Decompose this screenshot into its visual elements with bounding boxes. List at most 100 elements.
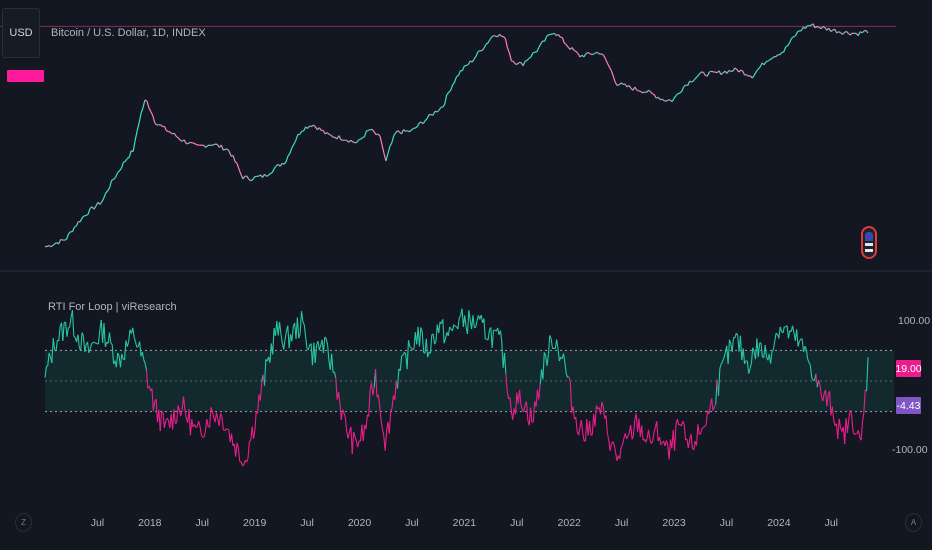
price-segment xyxy=(832,28,835,31)
oscillator-segment xyxy=(317,341,320,351)
oscillator-segment xyxy=(263,359,267,386)
price-segment xyxy=(453,76,458,83)
oscillator-segment xyxy=(811,377,814,381)
price-segment xyxy=(58,239,62,245)
currency-button[interactable]: USD xyxy=(2,8,40,58)
oscillator-segment xyxy=(88,348,91,354)
price-segment xyxy=(338,135,342,141)
price-segment xyxy=(452,81,456,86)
oscillator-segment xyxy=(705,410,709,426)
oscillator-segment xyxy=(778,326,781,339)
price-segment xyxy=(557,34,561,38)
oscillator-segment xyxy=(318,345,322,351)
price-segment xyxy=(377,133,381,137)
oscillator-segment xyxy=(606,433,610,441)
price-segment xyxy=(434,110,438,113)
price-segment xyxy=(381,144,385,154)
oscillator-segment xyxy=(384,431,388,451)
oscillator-segment xyxy=(111,344,115,364)
oscillator-segment xyxy=(612,441,615,446)
oscillator-segment xyxy=(564,362,567,374)
oscillator-segment xyxy=(225,428,228,431)
oscillator-segment xyxy=(126,341,130,347)
price-segment xyxy=(285,155,289,163)
price-segment xyxy=(87,208,91,215)
price-segment xyxy=(800,26,804,31)
oscillator-segment xyxy=(407,340,411,347)
oscillator-segment xyxy=(44,366,47,378)
oscillator-segment xyxy=(720,361,724,365)
price-segment xyxy=(755,68,759,72)
oscillator-segment xyxy=(132,327,135,338)
oscillator-segment xyxy=(399,355,403,371)
oscillator-segment xyxy=(139,341,142,357)
oscillator-segment xyxy=(86,341,90,354)
price-segment xyxy=(791,36,794,39)
oscillator-segment xyxy=(108,332,112,344)
oscillator-segment xyxy=(698,433,701,436)
scroll-left-button[interactable]: Z xyxy=(15,513,32,532)
oscillator-segment xyxy=(731,337,735,353)
oscillator-segment xyxy=(539,369,543,385)
oscillator-segment xyxy=(69,317,72,328)
price-segment xyxy=(822,26,826,29)
oscillator-segment xyxy=(531,421,534,423)
price-segment xyxy=(820,26,824,30)
price-segment xyxy=(148,107,152,112)
price-segment xyxy=(665,99,669,102)
price-segment xyxy=(295,134,299,141)
price-segment xyxy=(648,89,651,93)
price-segment xyxy=(657,96,661,101)
oscillator-segment xyxy=(658,436,662,445)
oscillator-segment xyxy=(110,342,113,345)
oscillator-segment xyxy=(368,390,371,417)
us-flag-event-icon[interactable] xyxy=(861,226,877,259)
price-tag-marker xyxy=(7,70,44,82)
oscillator-segment xyxy=(819,384,822,397)
price-segment xyxy=(85,213,89,216)
oscillator-segment xyxy=(744,360,747,365)
price-segment xyxy=(52,243,56,246)
oscillator-segment xyxy=(252,430,256,439)
price-segment xyxy=(448,90,452,93)
price-segment xyxy=(577,53,581,58)
price-segment xyxy=(170,131,173,135)
oscillator-segment xyxy=(542,352,545,380)
price-segment xyxy=(702,71,706,76)
price-segment xyxy=(432,110,436,116)
oscillator-segment xyxy=(609,443,613,451)
price-segment xyxy=(767,59,771,62)
price-segment xyxy=(362,136,365,139)
oscillator-segment xyxy=(218,413,222,426)
price-segment xyxy=(709,70,712,73)
oscillator-segment xyxy=(406,340,410,370)
price-segment xyxy=(313,124,316,128)
price-segment xyxy=(267,173,271,176)
indicator-title[interactable]: RTI For Loop | viResearch xyxy=(48,301,177,313)
price-segment xyxy=(504,38,509,49)
price-segment xyxy=(215,143,218,146)
symbol-title[interactable]: Bitcoin / U.S. Dollar, 1D, INDEX xyxy=(51,27,206,39)
price-segment xyxy=(138,113,142,124)
auto-scale-button[interactable]: A xyxy=(905,513,922,532)
time-tick-label: 2020 xyxy=(348,517,372,529)
oscillator-segment xyxy=(427,351,430,358)
oscillator-segment xyxy=(391,395,394,408)
oscillator-segment xyxy=(300,311,304,322)
price-segment xyxy=(540,40,544,45)
oscillator-segment xyxy=(291,326,294,342)
price-segment xyxy=(593,52,596,55)
oscillator-segment xyxy=(624,433,628,439)
price-segment xyxy=(258,174,261,177)
price-segment xyxy=(250,179,253,182)
price-segment xyxy=(697,73,700,77)
oscillator-segment xyxy=(172,409,175,430)
oscillator-segment xyxy=(296,317,300,339)
oscillator-segment xyxy=(189,419,193,436)
oscillator-segment xyxy=(206,418,209,427)
oscillator-segment xyxy=(461,308,464,327)
price-segment xyxy=(360,137,363,140)
oscillator-segment xyxy=(161,410,164,413)
oscillator-segment xyxy=(159,411,163,432)
oscillator-segment xyxy=(846,418,850,433)
